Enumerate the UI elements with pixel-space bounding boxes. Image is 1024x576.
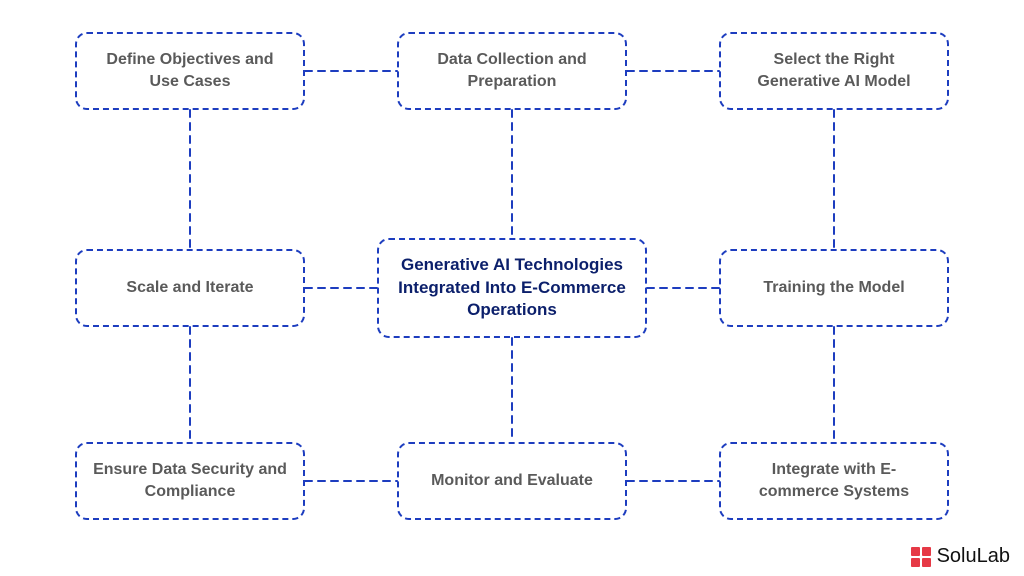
diagram-canvas: Generative AI Technologies Integrated In… <box>0 0 1024 576</box>
node-define-objectives: Define Objectives and Use Cases <box>75 32 305 110</box>
node-scale-iterate: Scale and Iterate <box>75 249 305 327</box>
brand-name: SoluLab <box>937 545 1010 568</box>
brand-logo: SoluLab <box>911 545 1010 568</box>
node-select-model: Select the Right Generative AI Model <box>719 32 949 110</box>
node-data-security: Ensure Data Security and Compliance <box>75 442 305 520</box>
node-center: Generative AI Technologies Integrated In… <box>377 238 647 338</box>
brand-mark-icon <box>911 547 931 567</box>
node-data-collection: Data Collection and Preparation <box>397 32 627 110</box>
node-integrate-ecommerce: Integrate with E-commerce Systems <box>719 442 949 520</box>
node-monitor-evaluate: Monitor and Evaluate <box>397 442 627 520</box>
node-training-model: Training the Model <box>719 249 949 327</box>
